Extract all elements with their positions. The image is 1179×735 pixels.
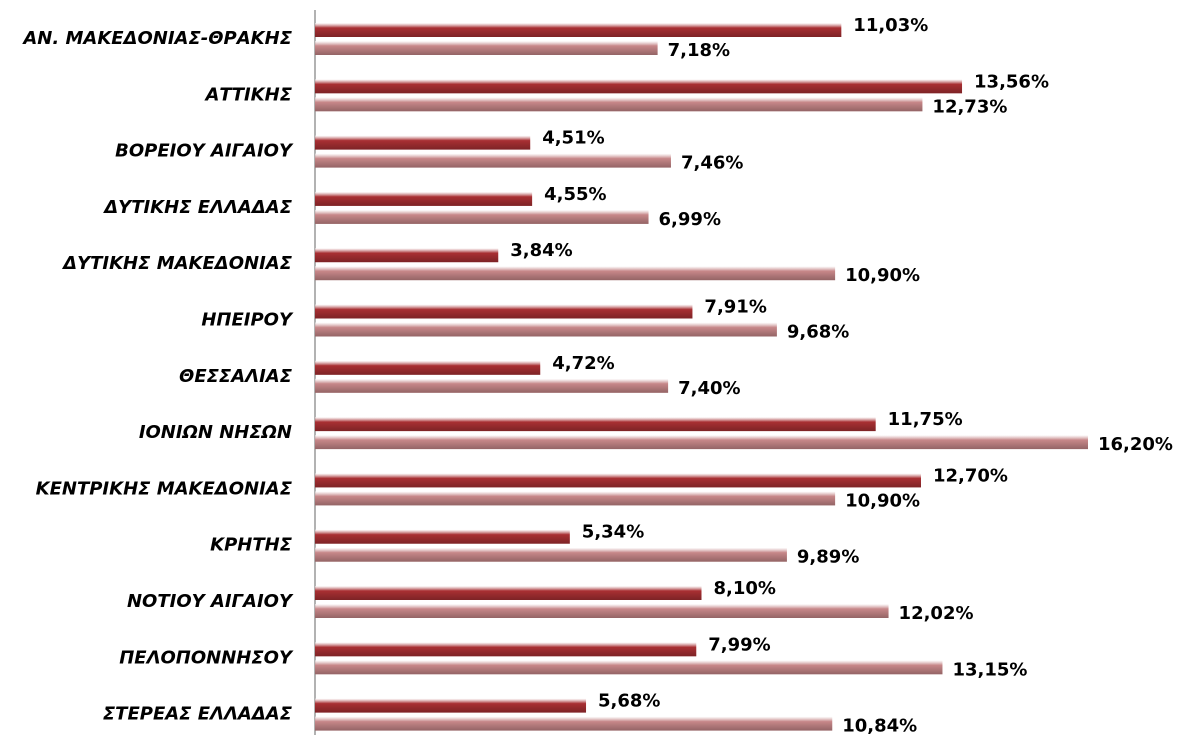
bar-shade [315,266,836,281]
bar-shade [315,322,777,337]
bar-shade [315,304,693,319]
value-label: 12,02% [899,603,974,624]
value-label: 7,99% [708,634,770,655]
category-label: ΗΠΕΙΡΟΥ [201,310,294,331]
bar-shade [315,23,842,37]
value-label: 9,68% [787,322,849,343]
category-label: ΚΕΝΤΡΙΚΗΣ ΜΑΚΕΔΟΝΙΑΣ [36,478,293,499]
value-label: 9,89% [797,547,859,568]
value-label: 4,51% [542,128,604,149]
value-label: 7,18% [668,40,730,61]
bar-shade [315,209,649,224]
value-label: 10,90% [845,265,920,286]
category-label: ΑΝ. ΜΑΚΕΔΟΝΙΑΣ-ΘΡΑΚΗΣ [21,28,292,49]
bar-shade [315,360,541,375]
bar-shade [315,378,669,393]
category-label: ΒΟΡΕΙΟΥ ΑΙΓΑΙΟΥ [115,141,294,162]
bar-shade [315,135,531,150]
value-label: 4,72% [552,353,614,374]
category-label: ΚΡΗΤΗΣ [210,535,293,556]
bar-shade [315,642,697,657]
value-label: 11,03% [853,15,928,36]
value-label: 16,20% [1098,434,1173,455]
bar-shade [315,435,1088,450]
bar-shade [315,547,787,562]
category-label: ΙΟΝΙΩΝ ΝΗΣΩΝ [139,422,292,443]
value-label: 10,84% [842,716,917,735]
category-label: ΑΤΤΙΚΗΣ [204,84,293,105]
value-label: 6,99% [659,209,721,230]
value-label: 7,46% [681,153,743,174]
category-label: ΘΕΣΣΑΛΙΑΣ [179,366,293,387]
value-label: 12,73% [932,96,1007,117]
bar-shade [315,153,671,168]
bar-shade [315,79,963,94]
bar-shade [315,473,921,488]
bar-shade [315,586,702,600]
value-label: 3,84% [510,240,572,261]
bar-shade [315,97,923,112]
value-label: 13,56% [974,71,1049,92]
category-label: ΠΕΛΟΠΟΝΝΗΣΟΥ [119,647,294,668]
bar-shade [315,604,889,618]
bar-shade [315,417,876,432]
bar-shade [315,491,836,506]
category-label: ΣΤΕΡΕΑΣ ΕΛΛΑΔΑΣ [103,704,293,725]
bar-shade [315,716,833,731]
value-label: 11,75% [888,409,963,430]
bar-shade [315,41,658,55]
bar-shade [315,698,587,713]
value-label: 7,40% [678,378,740,399]
category-label: ΔΥΤΙΚΗΣ ΜΑΚΕΔΟΝΙΑΣ [61,253,293,274]
category-label: ΝΟΤΙΟΥ ΑΙΓΑΙΟΥ [127,591,294,612]
value-label: 5,34% [582,522,644,543]
bar-shade [315,248,499,263]
category-label: ΔΥΤΙΚΗΣ ΕΛΛΑΔΑΣ [102,197,292,218]
value-label: 12,70% [933,465,1008,486]
bar-shade [315,529,570,544]
value-label: 7,91% [704,297,766,318]
value-label: 10,90% [845,490,920,511]
bar-shade [315,660,943,675]
value-label: 4,55% [544,184,606,205]
value-label: 13,15% [952,659,1027,680]
value-label: 8,10% [714,578,776,599]
value-label: 5,68% [598,691,660,712]
bar-shade [315,191,533,206]
